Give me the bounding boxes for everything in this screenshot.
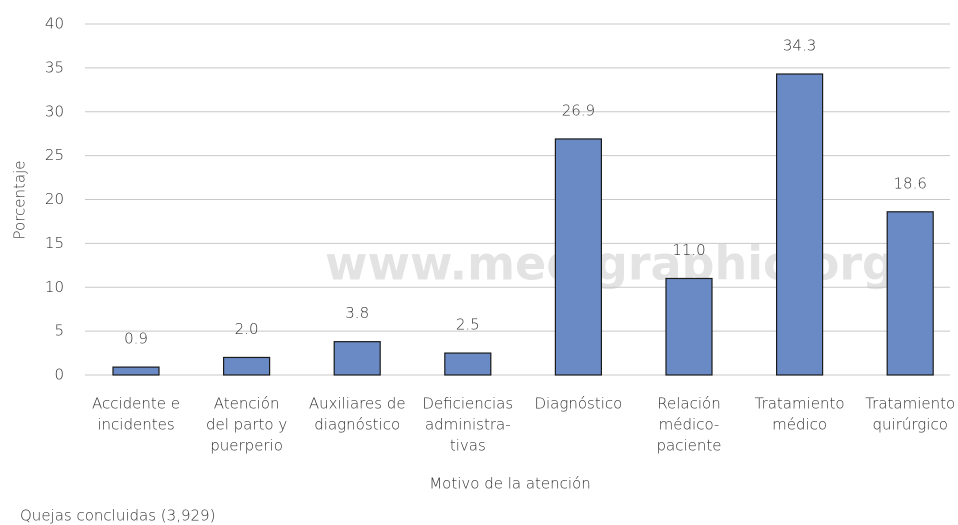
x-tick-label: del parto y xyxy=(206,416,287,434)
x-tick-label: diagnóstico xyxy=(314,416,400,434)
x-tick-label: Auxiliares de xyxy=(309,395,406,413)
x-tick-label: paciente xyxy=(657,437,722,455)
data-label: 0.9 xyxy=(124,330,148,348)
data-label: 2.0 xyxy=(235,320,259,338)
x-tick-label: Accidente e xyxy=(92,395,180,413)
bar xyxy=(886,211,934,376)
y-tick-label: 40 xyxy=(45,15,64,33)
bar xyxy=(554,138,603,376)
y-tick-label: 30 xyxy=(45,102,64,120)
x-tick-label: Tratamiento xyxy=(755,395,845,413)
data-label: 11.0 xyxy=(672,241,705,259)
bar xyxy=(444,352,492,376)
x-tick-label: médico- xyxy=(659,416,720,434)
bar xyxy=(333,341,381,376)
y-tick-label: 25 xyxy=(45,146,64,164)
footnote: Quejas concluidas (3,929) xyxy=(20,507,215,525)
y-tick-label: 0 xyxy=(54,366,64,384)
y-axis-label: Porcentaje xyxy=(11,161,29,240)
x-tick-label: Diagnóstico xyxy=(534,395,622,413)
x-tick-label: Atención xyxy=(214,395,280,413)
y-tick-label: 35 xyxy=(45,58,64,76)
x-axis-label: Motivo de la atención xyxy=(429,475,591,493)
data-label: 2.5 xyxy=(456,316,480,334)
x-tick-label: Deficiencias xyxy=(422,395,513,413)
y-tick-label: 20 xyxy=(45,190,64,208)
x-tick-label: Tratamiento xyxy=(865,395,955,413)
x-tick-label: Relación xyxy=(657,395,720,413)
x-tick-label: tivas xyxy=(450,437,486,455)
bar xyxy=(665,277,713,376)
bar xyxy=(775,73,824,376)
y-tick-label: 5 xyxy=(54,322,64,340)
bar xyxy=(223,356,271,376)
x-tick-label: incidentes xyxy=(97,416,174,434)
data-label: 34.3 xyxy=(783,37,816,55)
x-tick-label: quirúrgico xyxy=(873,416,948,434)
data-label: 18.6 xyxy=(893,174,926,192)
data-label: 3.8 xyxy=(345,304,369,322)
x-tick-label: administra- xyxy=(425,416,511,434)
bar xyxy=(112,366,160,376)
y-tick-label: 15 xyxy=(45,234,64,252)
data-label: 26.9 xyxy=(562,101,595,119)
x-tick-label: puerperio xyxy=(210,437,283,455)
y-tick-label: 10 xyxy=(45,278,64,296)
x-tick-label: médico xyxy=(772,416,827,434)
